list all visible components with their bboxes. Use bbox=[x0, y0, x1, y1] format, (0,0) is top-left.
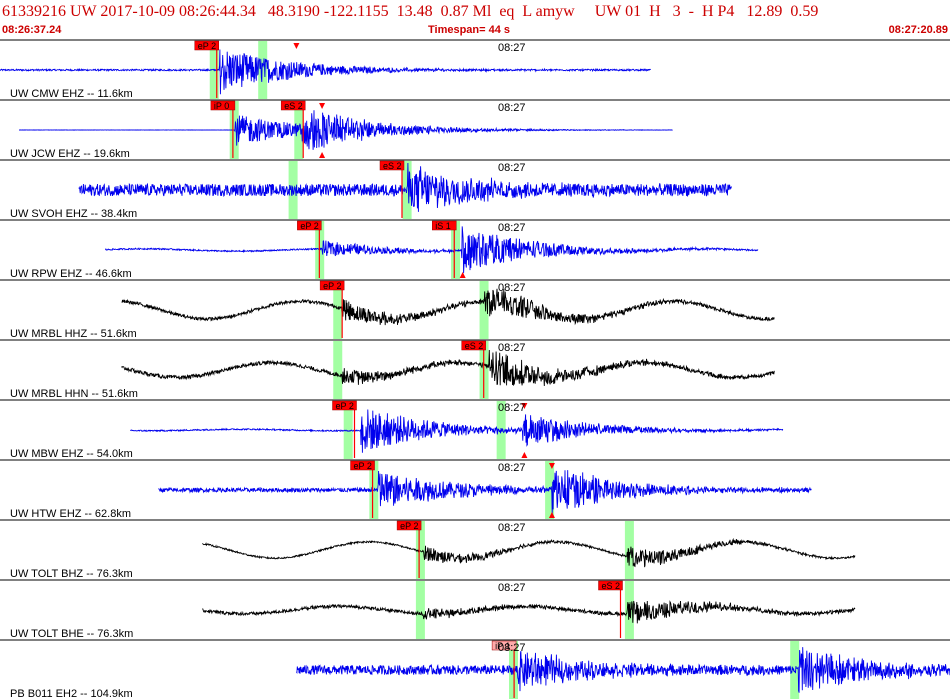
channel-label: UW TOLT BHZ -- 76.3km bbox=[10, 568, 133, 580]
channel-label: UW MBW EHZ -- 54.0km bbox=[10, 448, 133, 460]
pick-box bbox=[598, 580, 623, 591]
minute-label: 08:27 bbox=[498, 462, 526, 474]
waveform bbox=[121, 349, 775, 387]
channel-label: UW MRBL HHZ -- 51.6km bbox=[10, 328, 137, 340]
pick-label: eP 2 bbox=[354, 461, 372, 471]
pick-box bbox=[280, 100, 306, 111]
triangle-down-icon bbox=[548, 463, 555, 469]
pick-box bbox=[461, 340, 486, 351]
pick-box bbox=[297, 220, 322, 231]
pick-box bbox=[396, 520, 422, 531]
pick-label: eP 2 bbox=[300, 221, 318, 231]
channel-label: PB B011 EH2 -- 104.9km bbox=[10, 688, 133, 700]
pick-label: iS 1 bbox=[435, 221, 451, 231]
minute-label: 08:27 bbox=[498, 342, 526, 354]
minute-label: 08:27 bbox=[498, 582, 526, 594]
pick-box bbox=[319, 280, 345, 291]
minute-label: 08:27 bbox=[498, 222, 526, 234]
pick-label: eP 2 bbox=[336, 401, 354, 411]
pick-label: eS 2 bbox=[284, 101, 303, 111]
pick-label: eP 2 bbox=[323, 281, 341, 291]
pick-label: eS 2 bbox=[602, 581, 621, 591]
waveform bbox=[0, 49, 651, 95]
waveform bbox=[78, 162, 732, 212]
pick-box bbox=[194, 40, 219, 51]
phase-window bbox=[624, 521, 634, 579]
phase-window bbox=[333, 281, 343, 339]
start-time: 08:26:37.24 bbox=[2, 24, 62, 36]
waveform bbox=[202, 600, 856, 624]
pick-label: iP 1 bbox=[495, 641, 510, 651]
minute-label: 08:27 bbox=[498, 642, 526, 654]
triangle-down-icon bbox=[293, 43, 300, 49]
channel-label: UW RPW EHZ -- 46.6km bbox=[10, 268, 132, 280]
minute-label: 08:27 bbox=[498, 402, 526, 414]
pick-label: eS 2 bbox=[383, 161, 402, 171]
waveform bbox=[130, 409, 784, 453]
pick-label: eS 2 bbox=[465, 341, 484, 351]
event-header: 61339216 UW 2017-10-09 08:26:44.34 48.31… bbox=[0, 0, 950, 38]
seismogram-panel: eP 2 08:27 UW CMW EHZ -- 11.6km iP 0 eS 2 08:… bbox=[0, 39, 950, 700]
phase-window bbox=[258, 41, 268, 99]
triangle-up-icon bbox=[319, 152, 326, 158]
phase-window bbox=[333, 341, 343, 399]
pick-box bbox=[350, 460, 375, 471]
minute-label: 08:27 bbox=[498, 162, 526, 174]
pick-label: eP 2 bbox=[198, 41, 216, 51]
channel-label: UW HTW EHZ -- 62.8km bbox=[10, 508, 131, 520]
pick-label: iP 0 bbox=[214, 101, 229, 111]
minute-label: 08:27 bbox=[498, 42, 526, 54]
channel-label: UW TOLT BHE -- 76.3km bbox=[10, 628, 133, 640]
phase-window bbox=[790, 641, 800, 699]
pick-box bbox=[491, 640, 517, 651]
waveform bbox=[105, 226, 759, 274]
event-title: 61339216 UW 2017-10-09 08:26:44.34 48.31… bbox=[2, 3, 819, 20]
channel-label: UW SVOH EHZ -- 38.4km bbox=[10, 208, 137, 220]
waveform bbox=[158, 470, 812, 516]
channel-label: UW JCW EHZ -- 19.6km bbox=[10, 148, 130, 160]
end-time: 08:27:20.89 bbox=[888, 24, 948, 36]
minute-label: 08:27 bbox=[498, 522, 526, 534]
phase-window bbox=[343, 401, 353, 459]
waveform bbox=[202, 537, 856, 568]
waveform bbox=[19, 110, 673, 150]
triangle-up-icon bbox=[521, 452, 528, 458]
pick-box bbox=[432, 220, 457, 231]
triangle-up-icon bbox=[548, 512, 555, 518]
phase-window bbox=[479, 281, 489, 339]
triangle-down-icon bbox=[521, 403, 528, 409]
minute-label: 08:27 bbox=[498, 102, 526, 114]
channel-label: UW MRBL HHN -- 51.6km bbox=[10, 388, 138, 400]
minute-label: 08:27 bbox=[498, 282, 526, 294]
pick-box bbox=[332, 400, 357, 411]
timespan: Timespan= 44 s bbox=[428, 24, 511, 36]
phase-window bbox=[545, 461, 555, 519]
pick-box bbox=[210, 100, 236, 111]
triangle-down-icon bbox=[319, 103, 326, 109]
waveform bbox=[296, 647, 950, 693]
pick-label: eP 2 bbox=[400, 521, 418, 531]
pick-box bbox=[379, 160, 405, 171]
phase-window bbox=[415, 581, 425, 639]
channel-label: UW CMW EHZ -- 11.6km bbox=[10, 88, 133, 100]
waveform bbox=[121, 288, 775, 326]
phase-window bbox=[415, 521, 425, 579]
triangle-up-icon bbox=[459, 272, 466, 278]
